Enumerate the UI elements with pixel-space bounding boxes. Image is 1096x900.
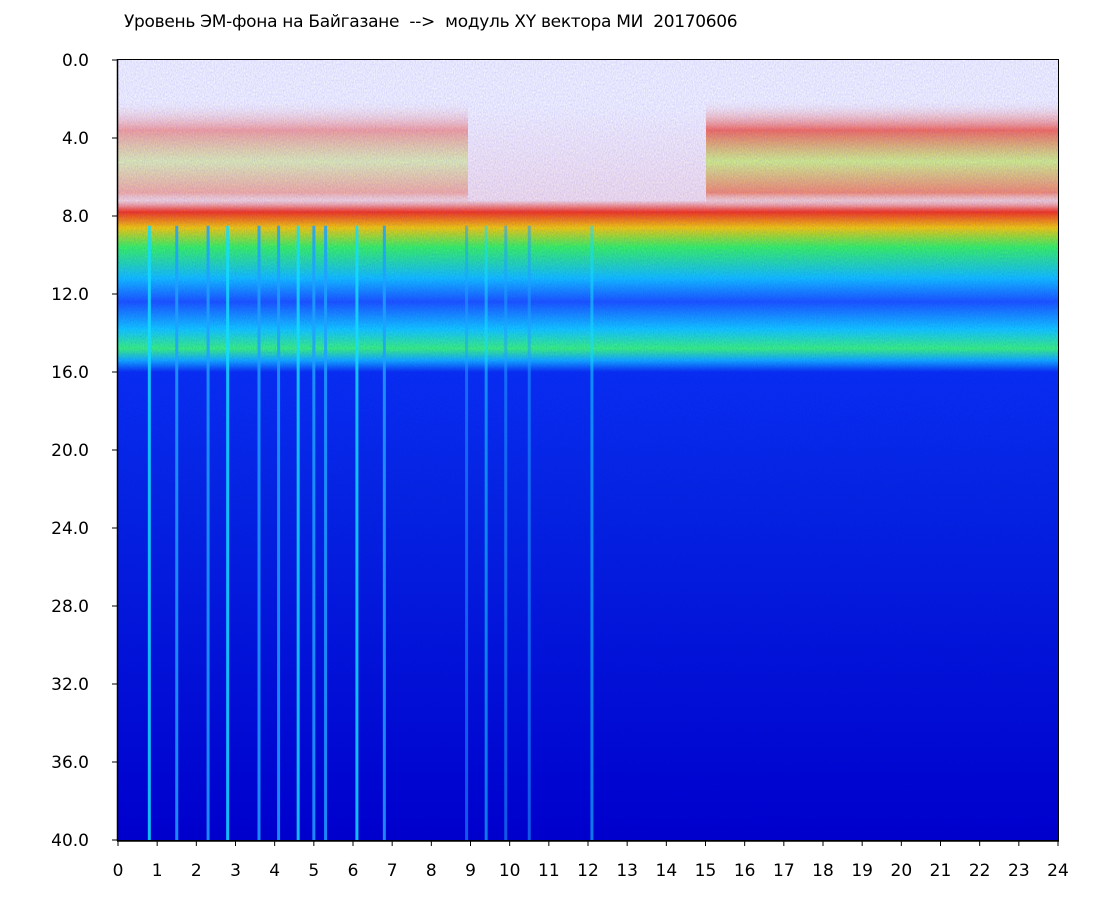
y-axis-ticks: 0.0 4.0 8.0 12.0 16.0 20.0 24.0 28.0 32.0 36.0 40.… (51, 51, 118, 851)
x-tick-label: 9 (465, 861, 476, 881)
chart-title: Уровень ЭМ-фона на Байгазане --> модуль … (124, 12, 738, 32)
x-tick-label: 8 (426, 861, 437, 881)
x-tick-label: 1 (152, 861, 163, 881)
streak-line (147, 225, 151, 840)
x-tick-label: 23 (1008, 861, 1030, 881)
x-tick-label: 14 (656, 861, 678, 881)
y-tick-label: 20.0 (51, 441, 89, 461)
x-tick-label: 13 (616, 861, 638, 881)
x-tick-label: 19 (851, 861, 873, 881)
streak-line (465, 225, 469, 840)
y-tick-label: 4.0 (62, 129, 89, 149)
y-tick-label: 16.0 (51, 363, 89, 383)
x-tick-label: 7 (387, 861, 398, 881)
streak-line (382, 225, 386, 840)
x-tick-label: 10 (499, 861, 521, 881)
y-tick-label: 12.0 (51, 285, 89, 305)
y-tick-label: 24.0 (51, 519, 89, 539)
x-tick-label: 12 (577, 861, 599, 881)
streak-line (312, 225, 316, 840)
streak-line (296, 225, 300, 840)
x-tick-label: 21 (930, 861, 952, 881)
streak-line (175, 225, 179, 840)
x-tick-label: 20 (891, 861, 913, 881)
y-tick-label: 36.0 (51, 753, 89, 773)
x-tick-label: 2 (191, 861, 202, 881)
x-tick-label: 22 (969, 861, 991, 881)
x-tick-label: 18 (812, 861, 834, 881)
x-tick-label: 16 (734, 861, 756, 881)
x-tick-label: 6 (348, 861, 359, 881)
y-tick-label: 28.0 (51, 597, 89, 617)
streak-line (206, 225, 210, 840)
x-tick-label: 0 (113, 861, 124, 881)
streak-line (257, 225, 261, 840)
streak-line (504, 225, 508, 840)
streak-line (527, 225, 531, 840)
y-tick-label: 0.0 (62, 51, 89, 71)
y-tick-label: 8.0 (62, 207, 89, 227)
streak-line (590, 225, 594, 840)
x-tick-label: 3 (230, 861, 241, 881)
x-tick-label: 17 (773, 861, 795, 881)
vertical-streaks (147, 225, 594, 840)
streak-line (226, 225, 230, 840)
x-axis-ticks: 0 1 2 3 4 5 6 7 8 9 10 11 12 13 14 15 16 17 18 19 20 21 22 23 24 (113, 840, 1069, 881)
x-tick-label: 11 (538, 861, 560, 881)
x-tick-label: 24 (1047, 861, 1069, 881)
y-tick-label: 32.0 (51, 675, 89, 695)
noise-texture (118, 60, 1058, 840)
plot-area (118, 60, 1058, 840)
streak-line (355, 225, 359, 840)
x-tick-label: 5 (308, 861, 319, 881)
streak-line (484, 225, 488, 840)
x-tick-label: 15 (695, 861, 717, 881)
streak-line (324, 225, 328, 840)
y-tick-label: 40.0 (51, 831, 89, 851)
x-tick-label: 4 (269, 861, 280, 881)
streak-line (277, 225, 281, 840)
